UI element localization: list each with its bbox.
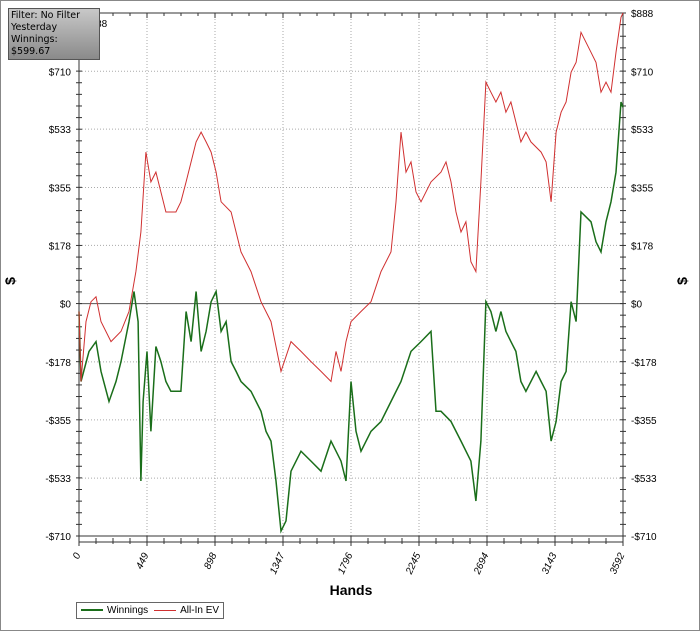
y-tick-label-right: $355: [631, 183, 654, 194]
y-tick-label-right: $533: [631, 125, 654, 136]
y-tick-label-left: $710: [49, 67, 72, 78]
y-axis-title-left: $: [2, 277, 18, 285]
y-tick-label-right: -$178: [631, 358, 657, 369]
series-line-winnings: [78, 101, 624, 534]
y-tick-label-right: $710: [631, 67, 654, 78]
x-tick-label: 898: [202, 551, 219, 571]
x-tick-label: 2694: [472, 551, 492, 577]
y-tick-label-right: -$710: [631, 532, 657, 543]
y-tick-label-left: $0: [60, 300, 72, 311]
legend-label: All-In EV: [180, 605, 220, 616]
y-tick-label-left: $533: [49, 125, 72, 136]
legend-item-allin-ev: All-In EV: [154, 605, 219, 616]
legend-label: Winnings: [107, 605, 149, 616]
x-axis-title: Hands: [330, 582, 373, 598]
y-tick-label-left: -$355: [45, 416, 71, 427]
series-line-all-in-ev: [78, 12, 624, 383]
filter-label: Filter: No Filter: [11, 10, 81, 21]
y-tick-label-left: -$710: [45, 532, 71, 543]
y-tick-label-right: -$355: [631, 416, 657, 427]
y-tick-label-left: $355: [49, 183, 72, 194]
y-tick-label-left: -$533: [45, 474, 71, 485]
x-tick-label: 0: [71, 551, 84, 561]
legend-swatch-allin-ev: [154, 609, 177, 611]
y-axis-title-right: $: [674, 277, 690, 285]
y-tick-label-right: $0: [631, 300, 643, 311]
y-tick-label-right: $888: [631, 9, 654, 20]
y-tick-label-left: $178: [49, 241, 72, 252]
legend-item-winnings: Winnings: [81, 605, 148, 616]
x-tick-label: 1796: [336, 551, 356, 576]
legend-swatch-winnings: [81, 609, 103, 612]
y-tick-label-right: -$533: [631, 474, 657, 485]
x-tick-label: 3143: [540, 551, 560, 576]
y-tick-label-right: $178: [631, 241, 654, 252]
x-tick-label: 3592: [608, 551, 628, 576]
x-tick-label: 1347: [268, 551, 288, 576]
winnings-label: Winnings: $599.67: [11, 34, 58, 57]
legend: Winnings All-In EV: [76, 602, 225, 619]
x-tick-label: 2245: [404, 551, 424, 577]
x-tick-label: 449: [134, 551, 151, 571]
period-label: Yesterday: [11, 22, 58, 33]
filter-info-box: Filter: No Filter Yesterday Winnings: $5…: [8, 8, 100, 60]
y-tick-label-left: -$178: [45, 358, 71, 369]
